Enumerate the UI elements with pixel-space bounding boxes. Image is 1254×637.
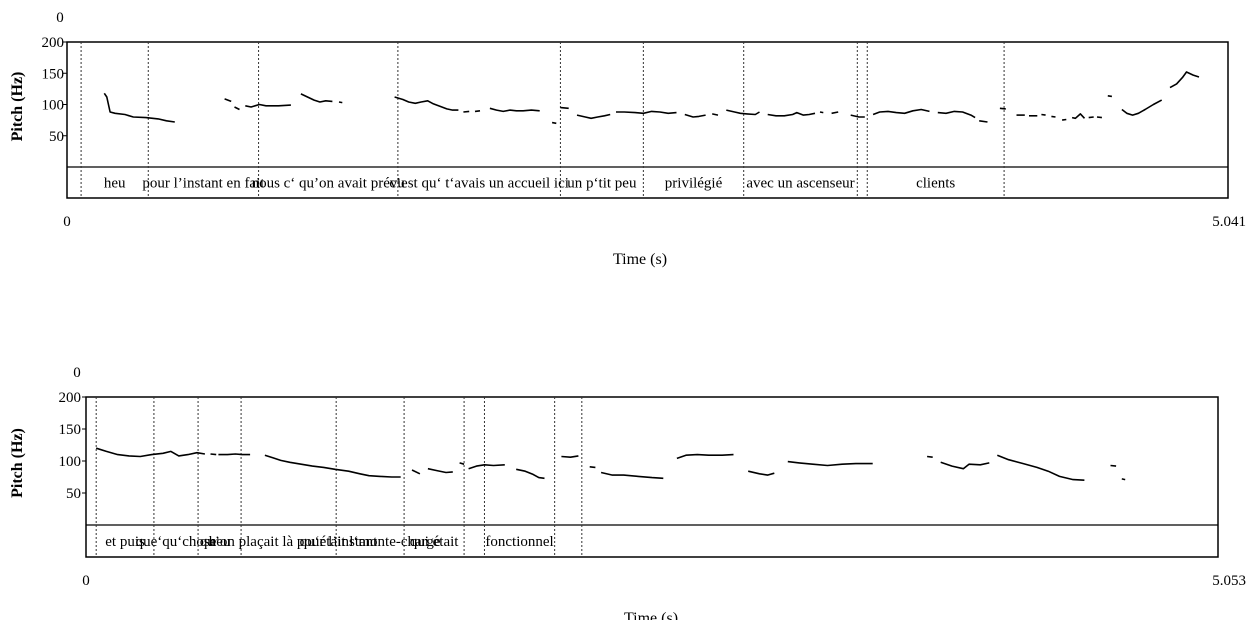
chart1-pitch-contour xyxy=(103,92,175,123)
chart1-segment-label: heu xyxy=(104,176,126,192)
chart1-ytick-label: 100 xyxy=(42,98,65,114)
chart2-pitch-contour xyxy=(516,468,545,480)
chart1-pitch-contour xyxy=(684,113,706,118)
chart2-x-axis-label: Time (s) xyxy=(624,610,678,620)
chart2-pitch-contour xyxy=(468,464,505,470)
chart2-pitch-contour xyxy=(600,471,664,480)
chart1-pitch-contour xyxy=(1121,99,1163,116)
chart1-pitch-contour xyxy=(726,109,760,116)
chart2-segment-label: heu xyxy=(209,534,231,550)
chart1-pitch-contour xyxy=(831,111,839,115)
chart1-pitch-contour xyxy=(872,108,930,116)
chart2-pitch-contour xyxy=(264,454,401,478)
chart1-ytick-label: 50 xyxy=(49,129,64,145)
chart1-pitch-contour xyxy=(1169,71,1200,89)
chart2-pitch-contour xyxy=(748,470,775,476)
chart2-ytick-label: 50 xyxy=(66,486,81,502)
pitch-chart-2-svg: 50 100 150 200 0 Pitch (Hz) et puisque‘qu‘chos… xyxy=(9,365,1246,620)
chart2-pitch-contour xyxy=(1121,478,1126,481)
chart2-pitch-contour xyxy=(1110,464,1117,467)
chart1-pitch-contour xyxy=(1096,116,1102,119)
chart1-x-axis-label: Time (s) xyxy=(613,251,667,268)
pitch-chart-1: 50 100 150 200 0 Pitch (Hz) heu pour l’instant … xyxy=(0,0,1254,300)
chart1-pitch-contour xyxy=(224,98,232,103)
chart2-pitch-contour xyxy=(927,455,933,458)
chart1-pitch-contour xyxy=(551,121,557,125)
chart1-segment-label: privilégié xyxy=(665,176,723,192)
chart1-pitch-contour xyxy=(560,106,569,110)
chart1-segment-label: pour l’instant en fait xyxy=(142,176,265,192)
chart1-pitch-contour xyxy=(463,110,470,113)
chart2-pitch-contour xyxy=(218,453,251,456)
chart1-pitch-contour xyxy=(1061,118,1067,121)
chart2-y-axis-label: Pitch (Hz) xyxy=(9,428,26,498)
chart1-pitch-contour xyxy=(245,103,291,108)
chart2-plot-frame xyxy=(85,396,1219,558)
chart2-segment-label: et puis xyxy=(105,534,145,550)
chart1-pitch-contour xyxy=(489,107,540,113)
chart1-segment-label: c’est qu‘ t‘avais un accueil ici xyxy=(389,176,569,192)
chart1-pitch-contour xyxy=(937,110,976,119)
chart2-xmax-label: 5.053 xyxy=(1212,573,1246,589)
chart1-pitch-contour xyxy=(300,93,333,103)
chart1-segment-label: un p‘tit peu xyxy=(567,176,637,192)
chart2-segment-label: fonctionnel xyxy=(485,534,553,550)
chart1-xmax-label: 5.041 xyxy=(1212,214,1246,230)
chart2-pitch-contour xyxy=(787,460,873,467)
chart1-y-axis-label: Pitch (Hz) xyxy=(9,72,26,142)
chart2-ymin-label: 0 xyxy=(73,365,81,381)
chart1-ytick-label: 150 xyxy=(42,66,65,82)
chart2-ytick-label: 150 xyxy=(59,422,82,438)
chart1-pitch-contour xyxy=(999,107,1006,110)
chart1-plot-frame xyxy=(66,41,1229,199)
pitch-chart-1-svg: 50 100 150 200 0 Pitch (Hz) heu pour l’instant … xyxy=(9,10,1246,268)
chart2-segment-label: qu’on plaçait là pour l’instant xyxy=(200,534,378,550)
chart1-pitch-contour xyxy=(1051,115,1056,118)
chart2-segment-label: que‘qu‘chose xyxy=(136,534,217,550)
chart1-pitch-contour xyxy=(979,120,988,123)
chart1-pitch-contour xyxy=(819,111,824,114)
chart1-pitch-contour xyxy=(1088,116,1094,119)
chart1-pitch-contour xyxy=(576,113,611,120)
pitch-chart-2: 50 100 150 200 0 Pitch (Hz) et puis que‘qu‘chos… xyxy=(0,320,1254,620)
chart2-pitch-contour xyxy=(561,455,579,458)
chart2-pitch-contour xyxy=(210,453,217,456)
chart1-pitch-contour xyxy=(394,96,459,111)
chart1-ymin-label: 0 xyxy=(56,10,64,26)
chart1-pitch-contour xyxy=(1071,113,1086,120)
chart2-segment-label: qui était xyxy=(410,534,460,550)
chart2-pitch-contour xyxy=(459,462,465,465)
chart2-pitch-contour xyxy=(589,466,596,469)
chart2-pitch-contour xyxy=(427,467,453,474)
chart1-pitch-contour xyxy=(1041,113,1046,116)
chart1-pitch-contour xyxy=(767,111,816,117)
chart2-pitch-contour xyxy=(676,453,734,460)
chart1-pitch-contour xyxy=(616,110,677,115)
chart2-pitch-contour xyxy=(997,454,1085,481)
chart1-pitch-contour xyxy=(1107,95,1113,98)
chart1-segment-label: clients xyxy=(916,176,955,192)
chart1-pitch-contour xyxy=(234,106,240,111)
chart1-xmin-label: 0 xyxy=(63,214,71,230)
chart1-ytick-label: 200 xyxy=(42,35,65,51)
chart2-ytick-label: 100 xyxy=(59,454,82,470)
chart1-pitch-contour xyxy=(338,101,343,104)
chart2-pitch-contour xyxy=(940,461,990,470)
chart2-segment-label: qu‘était l‘monte-charge xyxy=(300,534,441,550)
chart1-segment-label: avec un ascenseur xyxy=(746,176,854,192)
chart1-pitch-contour xyxy=(712,113,719,116)
chart2-ytick-label: 200 xyxy=(59,390,82,406)
chart2-pitch-contour xyxy=(95,447,206,458)
chart2-xmin-label: 0 xyxy=(82,573,90,589)
chart2-pitch-contour xyxy=(411,469,421,475)
chart1-segment-label: nous c‘ qu’on avait prévu xyxy=(252,176,406,192)
chart1-pitch-contour xyxy=(474,110,481,113)
chart1-pitch-contour xyxy=(850,114,865,118)
